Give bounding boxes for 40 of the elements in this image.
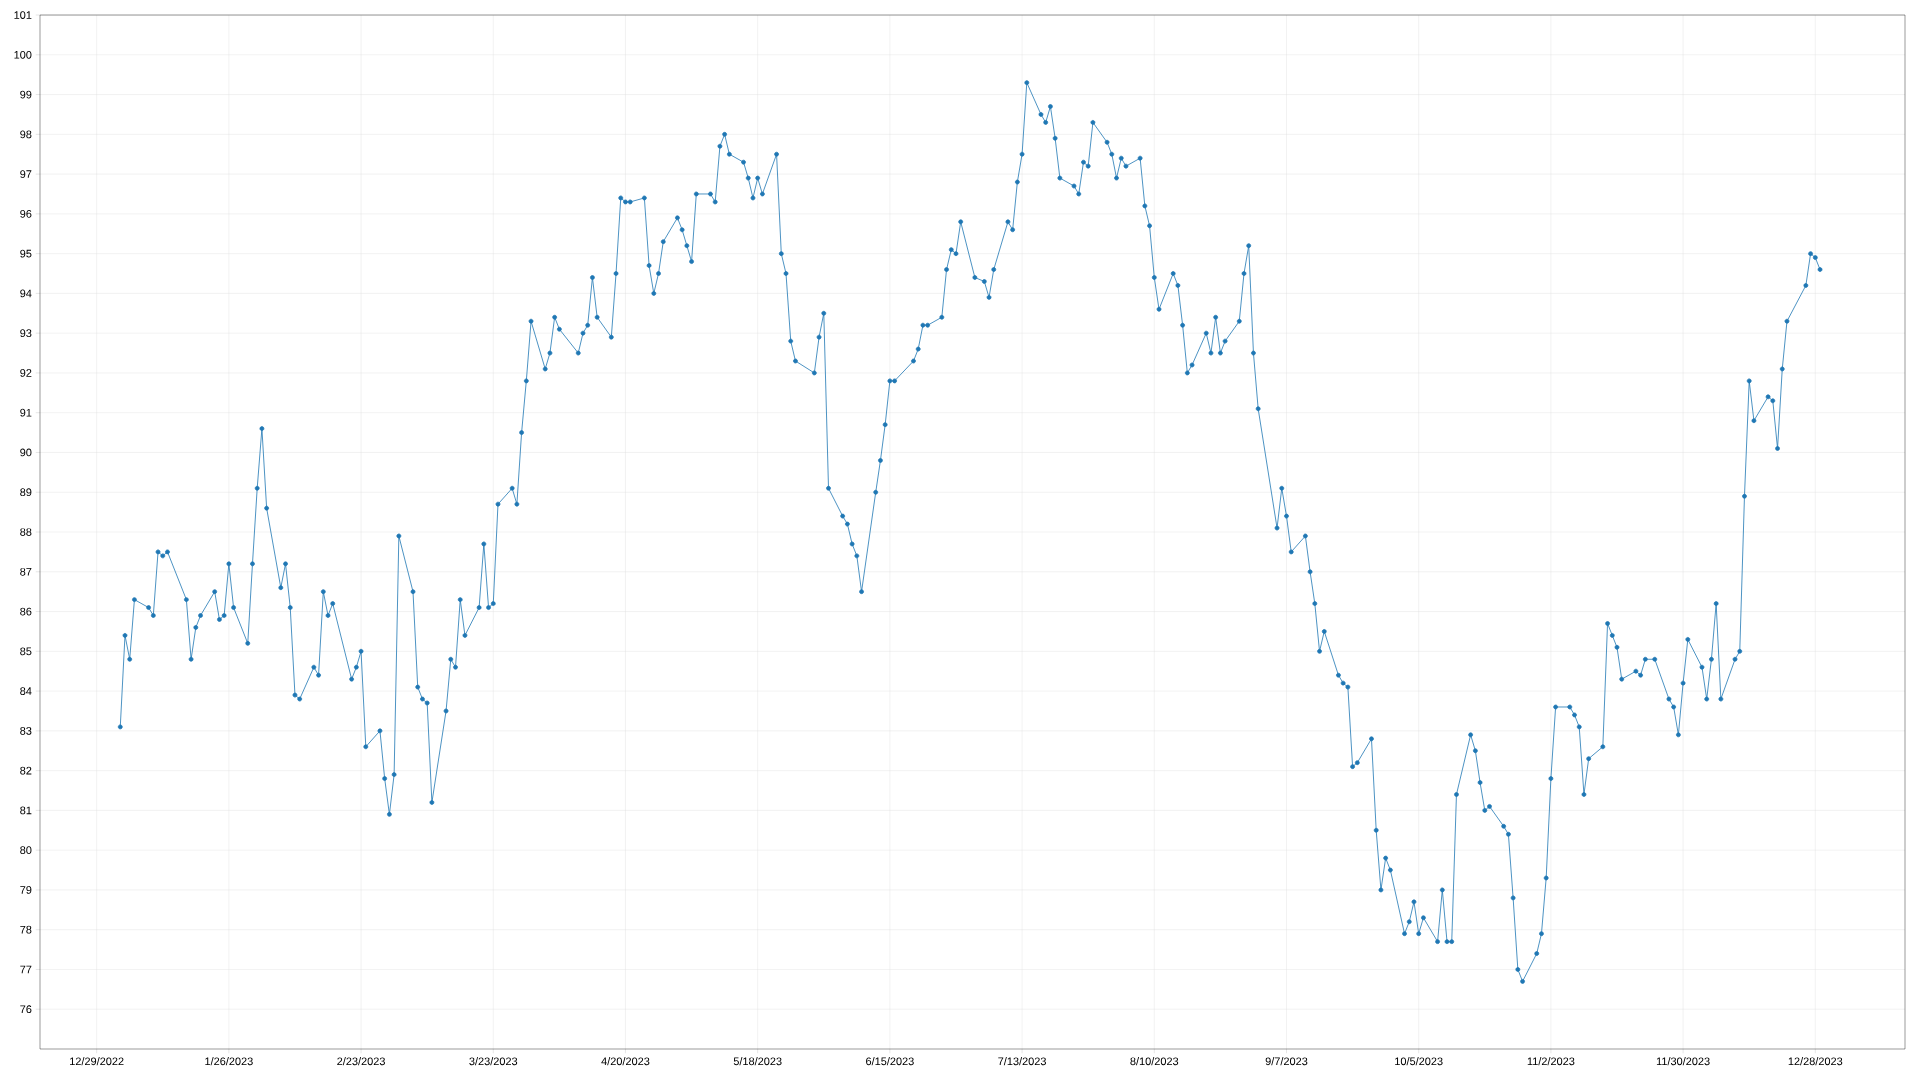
y-tick-label: 83 bbox=[20, 726, 32, 735]
y-tick-label: 81 bbox=[20, 806, 32, 815]
x-tick-label: 11/2/2023 bbox=[1527, 1057, 1575, 1066]
y-tick-label: 76 bbox=[20, 1005, 32, 1014]
x-tick-label: 3/23/2023 bbox=[469, 1057, 518, 1066]
x-tick-label: 11/30/2023 bbox=[1656, 1057, 1710, 1066]
y-tick-label: 94 bbox=[20, 289, 32, 298]
y-tick-label: 99 bbox=[20, 90, 32, 99]
y-tick-label: 100 bbox=[14, 50, 32, 59]
y-tick-label: 89 bbox=[20, 488, 32, 497]
x-tick-label: 10/5/2023 bbox=[1395, 1057, 1443, 1066]
x-tick-label: 1/26/2023 bbox=[205, 1057, 253, 1066]
y-tick-label: 98 bbox=[20, 130, 32, 139]
y-tick-label: 86 bbox=[20, 607, 32, 616]
y-tick-label: 77 bbox=[20, 965, 32, 974]
y-tick-label: 97 bbox=[20, 170, 32, 178]
y-tick-label: 88 bbox=[20, 528, 32, 536]
y-tick-label: 79 bbox=[20, 886, 32, 894]
y-tick-label: 82 bbox=[20, 766, 32, 775]
x-tick-label: 12/29/2022 bbox=[70, 1057, 124, 1066]
x-tick-label: 6/15/2023 bbox=[866, 1057, 914, 1066]
y-tick-label: 90 bbox=[20, 448, 32, 457]
x-tick-label: 8/10/2023 bbox=[1130, 1057, 1179, 1066]
y-tick-label: 87 bbox=[20, 567, 32, 576]
x-tick-label: 5/18/2023 bbox=[733, 1057, 782, 1066]
y-tick-label: 80 bbox=[20, 846, 32, 855]
x-tick-label: 2/23/2023 bbox=[337, 1057, 385, 1066]
y-tick-label: 78 bbox=[20, 925, 32, 934]
y-tick-label: 84 bbox=[20, 687, 32, 695]
y-tick-label: 101 bbox=[14, 11, 32, 19]
y-tick-label: 96 bbox=[20, 210, 32, 218]
y-tick-label: 95 bbox=[20, 249, 32, 258]
x-tick-label: 4/20/2023 bbox=[601, 1057, 650, 1066]
y-tick-label: 93 bbox=[20, 329, 32, 338]
y-tick-label: 85 bbox=[20, 647, 32, 656]
y-tick-label: 92 bbox=[20, 369, 32, 377]
x-tick-label: 9/7/2023 bbox=[1265, 1057, 1308, 1066]
x-tick-label: 7/13/2023 bbox=[998, 1057, 1046, 1066]
y-tick-label: 91 bbox=[20, 408, 32, 417]
x-tick-label: 12/28/2023 bbox=[1788, 1057, 1843, 1066]
